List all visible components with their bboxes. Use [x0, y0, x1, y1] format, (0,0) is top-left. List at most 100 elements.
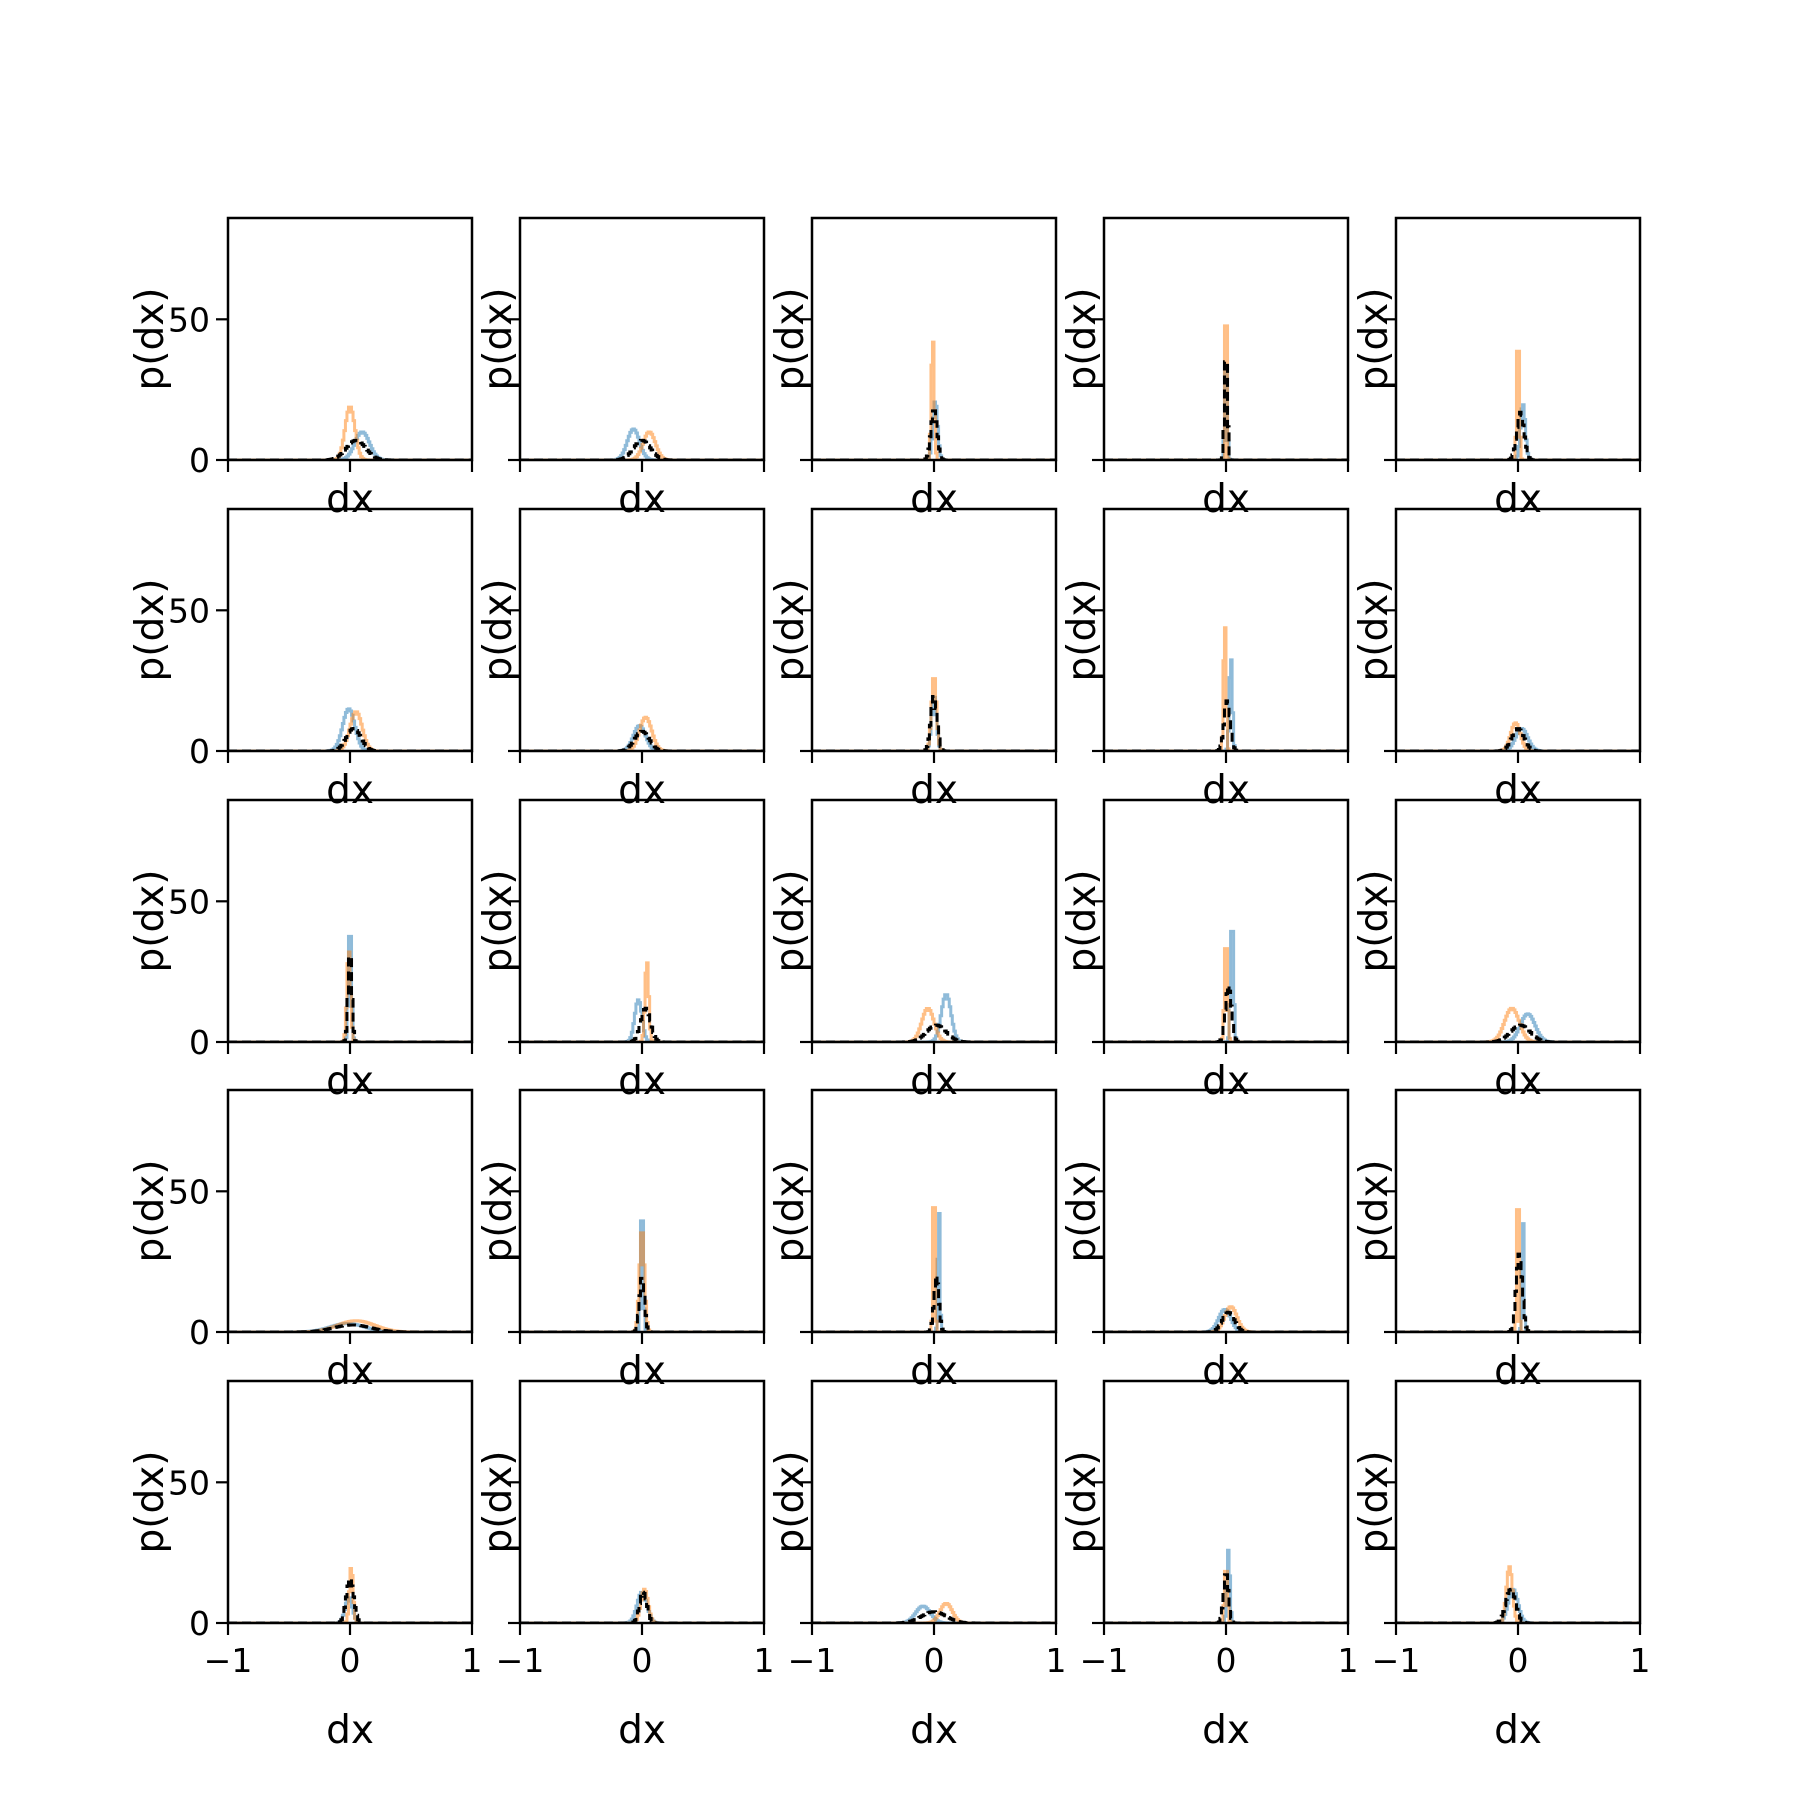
- dashed-histogram: [1104, 699, 1348, 751]
- blue-histogram: [520, 998, 764, 1042]
- blue-histogram: [812, 993, 1056, 1042]
- x-tick-label: 0: [1508, 1641, 1529, 1680]
- x-axis-label: dx: [1494, 1349, 1542, 1394]
- x-tick-label: 0: [632, 1641, 653, 1680]
- dashed-histogram: [1396, 1252, 1640, 1332]
- x-tick-label: 1: [1630, 1641, 1651, 1680]
- y-axis-label: p(dx): [1060, 287, 1105, 390]
- x-axis-label: dx: [618, 1349, 666, 1394]
- y-axis-label: p(dx): [476, 869, 521, 972]
- subplot-r4-c5: dx p(dx): [1352, 1088, 1642, 1394]
- subplot-data: [520, 961, 764, 1042]
- y-axis-label: p(dx): [128, 578, 173, 681]
- y-tick-label: 50: [168, 591, 210, 630]
- y-axis-label: p(dx): [768, 869, 813, 972]
- orange-histogram: [1104, 1569, 1348, 1623]
- dashed-histogram: [1104, 984, 1348, 1042]
- orange-histogram: [1104, 947, 1348, 1042]
- x-axis-label: dx: [1202, 1349, 1250, 1394]
- y-axis-label: p(dx): [1352, 578, 1397, 681]
- y-tick-label: 50: [168, 1172, 210, 1211]
- axes-frame: [518, 1379, 766, 1625]
- orange-histogram: [812, 340, 1056, 460]
- blue-histogram: [1104, 365, 1348, 460]
- x-axis-label: dx: [618, 768, 666, 813]
- x-axis-label: dx: [910, 1349, 958, 1394]
- y-tick-label: 0: [189, 1313, 210, 1352]
- x-tick-label: 0: [924, 1641, 945, 1680]
- blue-histogram: [1104, 1548, 1348, 1623]
- orange-histogram: [812, 1007, 1056, 1042]
- orange-histogram: [520, 430, 764, 460]
- x-axis-label: dx: [1494, 477, 1542, 522]
- orange-histogram: [812, 677, 1056, 751]
- blue-histogram: [228, 1596, 472, 1623]
- dashed-histogram: [520, 1276, 764, 1332]
- axes-frame: [810, 507, 1058, 753]
- subplot-data: [812, 993, 1056, 1042]
- dashed-histogram: [520, 1006, 764, 1042]
- subplot-data: [1104, 1305, 1348, 1332]
- y-axis-label: p(dx): [768, 287, 813, 390]
- dashed-histogram: [1104, 1310, 1348, 1332]
- orange-histogram: [520, 1587, 764, 1623]
- y-axis-label: p(dx): [1352, 287, 1397, 390]
- blue-histogram: [1396, 1587, 1640, 1623]
- y-axis-label: p(dx): [128, 869, 173, 972]
- subplot-r1-c4: dx p(dx): [1060, 216, 1350, 522]
- subplot-data: [812, 677, 1056, 751]
- blue-histogram: [1396, 727, 1640, 751]
- blue-histogram: [228, 707, 472, 751]
- axes-frame: [1394, 798, 1642, 1044]
- axes-frame: [810, 216, 1058, 462]
- orange-histogram: [1396, 1208, 1640, 1332]
- y-tick-label: 50: [168, 882, 210, 921]
- subplot-data: [228, 934, 472, 1042]
- subplot-data: [1396, 349, 1640, 460]
- subplot-r3-c1: 0 50 dx p(dx): [128, 798, 474, 1104]
- blue-histogram: [520, 1219, 764, 1332]
- y-axis-label: p(dx): [476, 578, 521, 681]
- x-tick-label: 1: [754, 1641, 775, 1680]
- subplot-r4-c3: dx p(dx): [768, 1088, 1058, 1394]
- blue-histogram: [812, 695, 1056, 751]
- subplot-data: [520, 715, 764, 751]
- y-axis-label: p(dx): [1352, 1450, 1397, 1553]
- subplot-data: [1104, 1548, 1348, 1623]
- subplot-r5-c3: −1 0 1 dx p(dx): [768, 1379, 1067, 1753]
- y-axis-label: p(dx): [1060, 1159, 1105, 1262]
- dashed-histogram: [228, 726, 472, 751]
- x-axis-label: dx: [1494, 768, 1542, 813]
- x-axis-label: dx: [326, 1708, 374, 1753]
- dashed-histogram: [1396, 1587, 1640, 1623]
- x-tick-label: 1: [1338, 1641, 1359, 1680]
- subplot-r4-c2: dx p(dx): [476, 1088, 766, 1394]
- subplot-r3-c2: dx p(dx): [476, 798, 766, 1104]
- axes-frame: [1102, 216, 1350, 462]
- subplot-r2-c1: 0 50 dx p(dx): [128, 507, 474, 813]
- dashed-histogram: [1396, 727, 1640, 751]
- subplot-r5-c5: −1 0 1 dx p(dx): [1352, 1379, 1651, 1753]
- x-axis-label: dx: [1202, 477, 1250, 522]
- axes-frame: [226, 507, 474, 753]
- orange-histogram: [1396, 1565, 1640, 1623]
- y-axis-label: p(dx): [1352, 869, 1397, 972]
- x-tick-label: −1: [496, 1641, 545, 1680]
- y-axis-label: p(dx): [768, 1450, 813, 1553]
- orange-histogram: [520, 1231, 764, 1332]
- subplot-data: [1396, 1208, 1640, 1332]
- subplot-data: [1104, 929, 1348, 1042]
- y-axis-label: p(dx): [476, 287, 521, 390]
- orange-histogram: [228, 1566, 472, 1623]
- y-axis-label: p(dx): [1060, 1450, 1105, 1553]
- dashed-histogram: [228, 438, 472, 460]
- subplot-r2-c5: dx p(dx): [1352, 507, 1642, 813]
- x-tick-label: 1: [1046, 1641, 1067, 1680]
- x-tick-label: −1: [204, 1641, 253, 1680]
- y-axis-label: p(dx): [128, 1159, 173, 1262]
- subplot-data: [520, 1587, 764, 1623]
- subplot-data: [228, 405, 472, 460]
- y-axis-label: p(dx): [768, 1159, 813, 1262]
